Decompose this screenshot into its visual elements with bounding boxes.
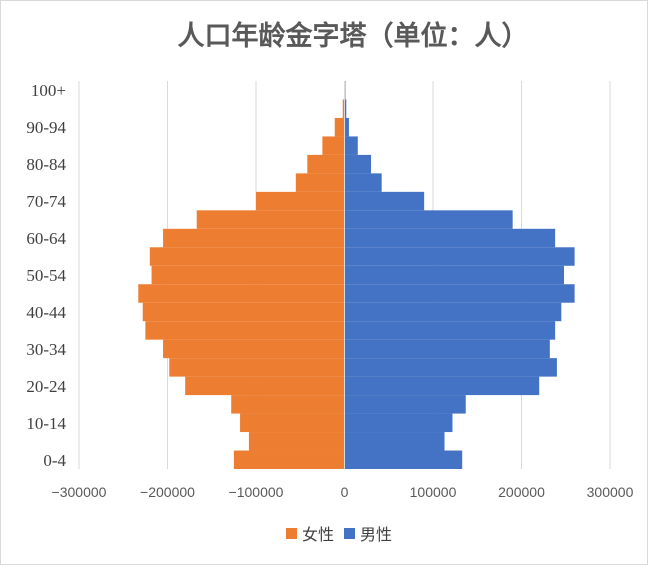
y-tick-label: 30-34 — [26, 340, 66, 359]
female-bar-10-14 — [240, 413, 345, 433]
male-bar-75-79 — [344, 173, 382, 192]
female-bar-0-4 — [233, 450, 345, 469]
y-tick-label: 20-24 — [26, 377, 66, 396]
male-bar-40-44 — [344, 302, 562, 322]
male-bar-10-14 — [344, 413, 453, 433]
female-bars — [138, 81, 345, 469]
y-tick-label: 0-4 — [43, 451, 66, 470]
male-bar-55-59 — [344, 247, 575, 266]
legend-swatch-male — [344, 527, 355, 539]
male-bar-95-99 — [344, 99, 347, 118]
y-tick-label: 60-64 — [26, 229, 66, 248]
male-bar-30-34 — [344, 339, 550, 359]
female-bar-35-39 — [145, 321, 345, 340]
male-bar-25-29 — [344, 358, 557, 377]
x-tick-label: 200000 — [498, 484, 545, 500]
male-bar-15-19 — [344, 395, 466, 414]
male-bar-0-4 — [344, 450, 463, 469]
female-bar-15-19 — [231, 395, 345, 414]
male-bar-90-94 — [344, 117, 349, 137]
male-bar-5-9 — [344, 432, 445, 451]
male-bar-35-39 — [344, 321, 556, 340]
male-bar-60-64 — [344, 228, 556, 248]
male-bar-45-49 — [344, 284, 575, 303]
female-bar-5-9 — [248, 432, 345, 451]
female-bar-55-59 — [149, 247, 345, 266]
female-bar-95-99 — [342, 99, 345, 118]
x-tick-label: 300000 — [587, 484, 634, 500]
y-tick-label: 80-84 — [26, 155, 66, 174]
male-bar-50-54 — [344, 265, 564, 285]
y-tick-label: 50-54 — [26, 266, 66, 285]
female-bar-40-44 — [142, 302, 345, 322]
female-bar-70-74 — [256, 191, 345, 211]
legend-item-male: 男性 — [344, 521, 392, 545]
y-axis-labels: 0-4 10-14 20-24 30-34 40-44 50-54 60-64 70-74 80… — [26, 81, 66, 470]
female-bar-60-64 — [163, 228, 345, 248]
x-tick-label: −100000 — [229, 484, 284, 500]
female-bar-90-94 — [334, 117, 345, 137]
female-bar-50-54 — [151, 265, 345, 285]
x-tick-label: −300000 — [52, 484, 107, 500]
x-tick-label: 0 — [341, 484, 349, 500]
male-bar-85-89 — [344, 136, 358, 155]
male-bar-20-24 — [344, 376, 540, 396]
x-tick-label: 100000 — [410, 484, 457, 500]
y-tick-label: 100+ — [31, 81, 66, 100]
chart-title: 人口年龄金字塔（单位：人） — [177, 21, 529, 52]
y-tick-label: 40-44 — [26, 303, 66, 322]
y-tick-label: 10-14 — [26, 414, 66, 433]
female-bar-85-89 — [322, 136, 345, 155]
legend-swatch-female — [285, 527, 297, 539]
female-bar-20-24 — [185, 376, 345, 396]
legend-label-male: 男性 — [360, 525, 393, 544]
female-bar-30-34 — [163, 339, 345, 359]
female-bar-80-84 — [307, 154, 345, 174]
female-bar-45-49 — [138, 284, 345, 303]
x-tick-label: −200000 — [140, 484, 195, 500]
male-bars — [344, 81, 575, 469]
male-bar-80-84 — [344, 154, 372, 174]
female-bar-25-29 — [169, 358, 345, 377]
y-tick-label: 70-74 — [26, 192, 66, 211]
female-bar-65-69 — [196, 210, 345, 229]
x-axis-labels: −300000 −200000 −100000 0 100000 200000 300000 — [52, 484, 634, 500]
legend-item-female: 女性 — [285, 521, 334, 545]
male-bar-70-74 — [344, 191, 425, 211]
legend-label-female: 女性 — [301, 525, 334, 544]
female-bar-75-79 — [295, 173, 345, 192]
legend: 女性 男性 — [0, 521, 648, 545]
male-bar-65-69 — [344, 210, 513, 229]
y-tick-label: 90-94 — [26, 118, 66, 137]
